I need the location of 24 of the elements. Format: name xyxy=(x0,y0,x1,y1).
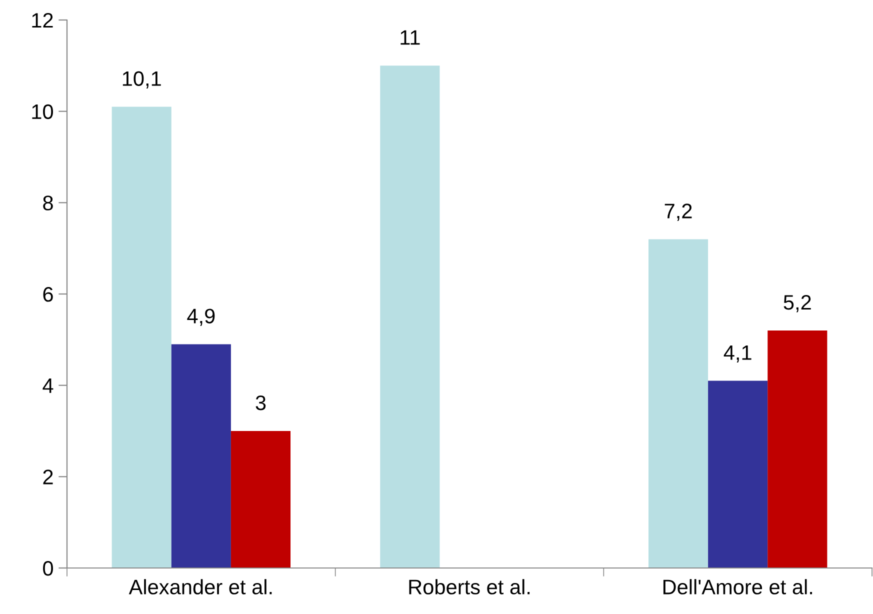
data-label: 5,2 xyxy=(784,294,811,312)
bar xyxy=(230,431,291,568)
y-tick-label: 10 xyxy=(32,104,53,120)
bar xyxy=(171,344,231,568)
y-tick-label: 6 xyxy=(43,287,53,302)
x-tick-label: Dell'Amore et al. xyxy=(663,579,812,594)
data-label: 3 xyxy=(256,395,266,410)
y-tick-label: 12 xyxy=(32,13,53,28)
bar xyxy=(380,66,440,568)
x-tick-label: Alexander et al. xyxy=(128,579,272,594)
data-label: 10,1 xyxy=(122,71,161,88)
bar xyxy=(768,330,828,568)
y-tick-label: 2 xyxy=(43,470,53,484)
y-tick-label: 0 xyxy=(43,561,53,576)
x-tick-label: Roberts et al. xyxy=(409,579,530,594)
bar xyxy=(112,106,172,568)
data-label: 4,9 xyxy=(187,308,215,326)
y-tick-label: 8 xyxy=(43,196,53,210)
data-label: 11 xyxy=(400,30,420,45)
data-label: 4,1 xyxy=(724,345,752,362)
bar xyxy=(708,380,768,568)
y-tick-label: 4 xyxy=(42,378,54,393)
bar xyxy=(648,239,708,568)
data-label: 7,2 xyxy=(664,204,692,221)
